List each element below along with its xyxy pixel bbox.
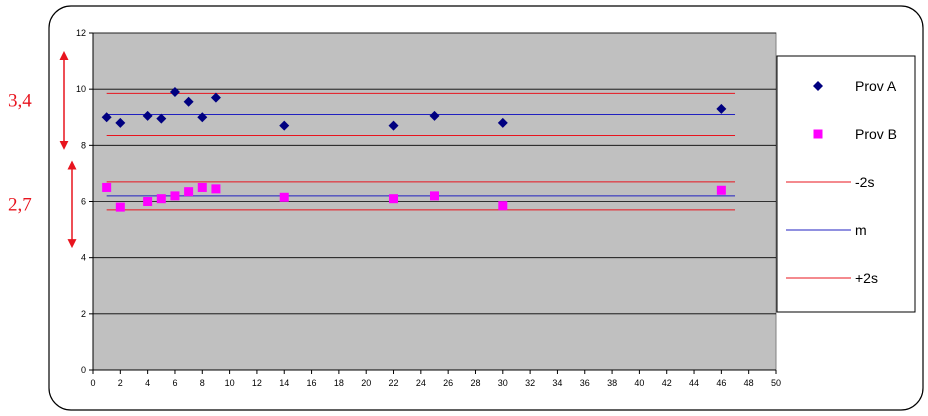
point-prov-b-8 bbox=[279, 192, 289, 202]
x-tick-label-28: 28 bbox=[470, 378, 480, 388]
y-tick-label-12: 12 bbox=[76, 28, 86, 38]
x-tick-label-44: 44 bbox=[689, 378, 699, 388]
point-prov-b-7 bbox=[211, 184, 221, 194]
point-prov-b-4 bbox=[170, 191, 180, 201]
gridlines bbox=[93, 32, 776, 371]
point-prov-a-10 bbox=[429, 110, 440, 121]
point-prov-b-10 bbox=[430, 191, 439, 201]
x-tick-label-22: 22 bbox=[389, 378, 399, 388]
annotations: 3,4 2,7 bbox=[8, 50, 77, 249]
x-tick-label-34: 34 bbox=[552, 378, 562, 388]
annotation-label-1: 2,7 bbox=[8, 194, 32, 215]
point-prov-a-4 bbox=[169, 86, 180, 97]
point-prov-b-12 bbox=[716, 185, 726, 195]
legend-label-prov-b: Prov B bbox=[855, 126, 897, 142]
legend-label-prov-a: Prov A bbox=[855, 78, 897, 94]
x-tick-label-6: 6 bbox=[172, 378, 177, 388]
point-prov-b-1 bbox=[115, 202, 125, 212]
point-prov-a-8 bbox=[279, 120, 290, 131]
x-tick-label-36: 36 bbox=[580, 378, 590, 388]
point-prov-b-3 bbox=[156, 194, 166, 204]
point-prov-a-1 bbox=[115, 117, 126, 128]
y-tick-label-8: 8 bbox=[81, 140, 86, 150]
x-tick-label-42: 42 bbox=[662, 378, 672, 388]
legend-label-plus-2s: +2s bbox=[855, 270, 878, 286]
point-prov-b-9 bbox=[389, 194, 399, 204]
legend-label-minus-2s: -2s bbox=[855, 174, 874, 190]
x-tick-label-14: 14 bbox=[279, 378, 289, 388]
x-tick-label-46: 46 bbox=[716, 378, 726, 388]
point-prov-a-6 bbox=[197, 112, 208, 123]
x-tick-label-12: 12 bbox=[252, 378, 262, 388]
point-prov-a-0 bbox=[101, 112, 112, 123]
legend-box bbox=[776, 55, 916, 313]
x-tick-label-26: 26 bbox=[443, 378, 453, 388]
point-prov-a-3 bbox=[156, 113, 167, 124]
x-tick-label-24: 24 bbox=[416, 378, 426, 388]
legend: Prov A Prov B -2s m +2s bbox=[786, 78, 897, 286]
x-tick-label-32: 32 bbox=[525, 378, 535, 388]
legend-symbol-prov-a bbox=[813, 81, 823, 91]
x-tick-label-16: 16 bbox=[307, 378, 317, 388]
y-tick-label-0: 0 bbox=[81, 365, 86, 375]
x-tick-label-48: 48 bbox=[744, 378, 754, 388]
y-tick-label-4: 4 bbox=[81, 253, 86, 263]
point-prov-b-5 bbox=[184, 187, 194, 197]
x-tick-label-20: 20 bbox=[361, 378, 371, 388]
x-tick-label-2: 2 bbox=[118, 378, 123, 388]
x-tick-label-8: 8 bbox=[200, 378, 205, 388]
point-prov-a-11 bbox=[497, 117, 508, 128]
reference-lines bbox=[106, 92, 736, 211]
x-tick-label-30: 30 bbox=[498, 378, 508, 388]
point-prov-a-7 bbox=[210, 92, 221, 103]
x-tick-label-10: 10 bbox=[225, 378, 235, 388]
point-prov-b-11 bbox=[498, 201, 508, 211]
data-points bbox=[101, 86, 727, 212]
point-prov-b-2 bbox=[143, 197, 153, 206]
point-prov-a-2 bbox=[142, 110, 153, 121]
point-prov-a-9 bbox=[388, 120, 399, 131]
x-tick-label-4: 4 bbox=[145, 378, 150, 388]
y-tick-label-6: 6 bbox=[81, 197, 86, 207]
point-prov-b-0 bbox=[102, 182, 112, 192]
x-tick-label-38: 38 bbox=[607, 378, 617, 388]
point-prov-b-6 bbox=[197, 182, 207, 192]
x-tick-label-18: 18 bbox=[334, 378, 344, 388]
point-prov-a-12 bbox=[716, 103, 727, 114]
y-tick-label-10: 10 bbox=[76, 84, 86, 94]
x-tick-label-0: 0 bbox=[90, 378, 95, 388]
x-tick-label-40: 40 bbox=[634, 378, 644, 388]
point-prov-a-5 bbox=[183, 96, 194, 107]
y-tick-label-2: 2 bbox=[81, 309, 86, 319]
legend-symbol-prov-b bbox=[813, 129, 823, 139]
annotation-label-0: 3,4 bbox=[8, 90, 32, 111]
legend-label-m: m bbox=[855, 222, 867, 238]
x-tick-label-50: 50 bbox=[771, 378, 781, 388]
